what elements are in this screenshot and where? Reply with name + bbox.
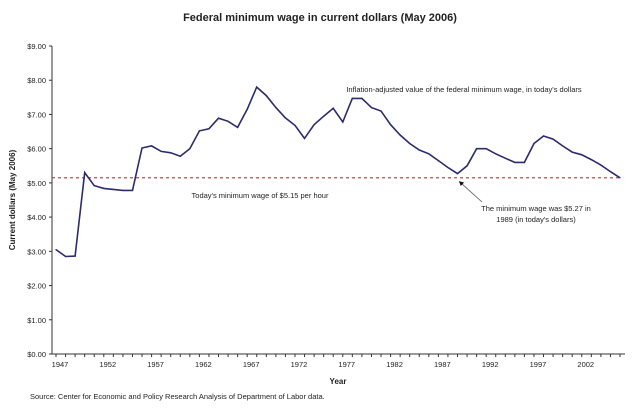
data-point (150, 145, 153, 147)
annotation-line-2: 1989 (in today's dollars) (496, 215, 576, 224)
data-point (160, 150, 162, 153)
data-point (590, 159, 592, 161)
data-point (208, 128, 210, 130)
data-point (342, 121, 344, 123)
data-point (437, 160, 439, 162)
data-point (198, 130, 200, 132)
data-point (428, 153, 430, 155)
x-tick-label: 1952 (99, 360, 116, 369)
data-point (447, 166, 449, 169)
y-tick-label: $5.00 (27, 179, 46, 188)
x-tick-label: 1957 (147, 360, 164, 369)
data-point (581, 154, 583, 156)
data-point (456, 173, 459, 175)
data-point (399, 134, 401, 136)
data-point (351, 97, 353, 99)
x-tick-label: 1992 (482, 360, 499, 369)
data-point (93, 185, 95, 187)
data-point (64, 255, 67, 258)
x-tick-label: 1972 (291, 360, 308, 369)
data-point (122, 189, 124, 192)
data-point (389, 124, 392, 126)
data-point (466, 165, 468, 167)
data-point (571, 151, 573, 153)
data-point (495, 153, 497, 155)
y-tick-label: $4.00 (27, 213, 46, 222)
data-point (112, 188, 114, 190)
data-point (294, 124, 296, 126)
data-point (485, 148, 487, 150)
data-point (284, 117, 287, 119)
y-axis-label: Current dollars (May 2006) (8, 149, 17, 250)
series-label: Inflation-adjusted value of the federal … (346, 85, 582, 94)
ticks: $0.00 $1.00 $2.00 $3.00 $4.00 $5.00 $6.00 $7.00… (27, 42, 621, 369)
data-point (361, 97, 363, 99)
y-tick-label: $0.00 (27, 350, 46, 359)
data-point (265, 95, 267, 97)
data-point (504, 157, 506, 159)
data-point (409, 142, 411, 145)
data-point (170, 152, 172, 154)
x-tick-label: 1982 (386, 360, 403, 369)
y-tick-label: $9.00 (27, 42, 46, 51)
data-point (189, 148, 191, 150)
annotation-arrow (458, 181, 483, 203)
y-tick-label: $6.00 (27, 145, 46, 154)
data-point (514, 161, 516, 163)
data-point (275, 107, 277, 109)
data-point (103, 187, 105, 189)
chart-title: Federal minimum wage in current dollars … (183, 12, 457, 24)
axes (51, 46, 625, 355)
data-point (533, 142, 535, 145)
data-point (141, 147, 143, 149)
x-tick-label: 1962 (195, 360, 212, 369)
y-tick-label: $3.00 (27, 247, 46, 256)
x-tick-label: 1977 (338, 360, 355, 369)
data-point (237, 126, 239, 129)
data-point (179, 155, 181, 157)
x-tick-label: 1947 (52, 360, 69, 369)
data-point (74, 255, 76, 257)
x-axis-label: Year (330, 377, 347, 386)
data-point (246, 108, 248, 110)
y-tick-label: $8.00 (27, 76, 46, 85)
y-tick-label: $2.00 (27, 282, 46, 291)
data-point (476, 148, 478, 150)
data-point (619, 177, 621, 179)
data-point (600, 164, 602, 166)
y-tick-label: $7.00 (27, 110, 46, 119)
data-point (303, 137, 306, 139)
annotation-line-1: The minimum wage was $5.27 in (481, 204, 591, 213)
data-point (609, 170, 612, 173)
x-tick-label: 1997 (530, 360, 547, 369)
data-point (217, 117, 220, 119)
data-point (380, 110, 382, 112)
source-note: Source: Center for Economic and Policy R… (30, 392, 325, 401)
data-point (523, 161, 526, 163)
series-line (55, 85, 621, 258)
reference-line-label: Today's minimum wage of $5.15 per hour (192, 191, 329, 200)
series-points (55, 86, 621, 258)
data-point (256, 86, 258, 88)
data-point (552, 138, 554, 140)
data-point (323, 115, 325, 117)
x-tick-label: 1967 (243, 360, 260, 369)
data-point (418, 149, 420, 151)
data-point (562, 145, 564, 147)
data-point (227, 120, 229, 122)
data-point (332, 107, 334, 109)
data-point (84, 172, 86, 174)
data-point (370, 107, 373, 109)
data-point (313, 124, 315, 126)
x-tick-label: 1987 (434, 360, 451, 369)
x-tick-label: 2002 (577, 360, 594, 369)
data-point (542, 135, 545, 137)
data-point (131, 189, 134, 192)
data-point (55, 249, 57, 251)
y-tick-label: $1.00 (27, 316, 46, 325)
